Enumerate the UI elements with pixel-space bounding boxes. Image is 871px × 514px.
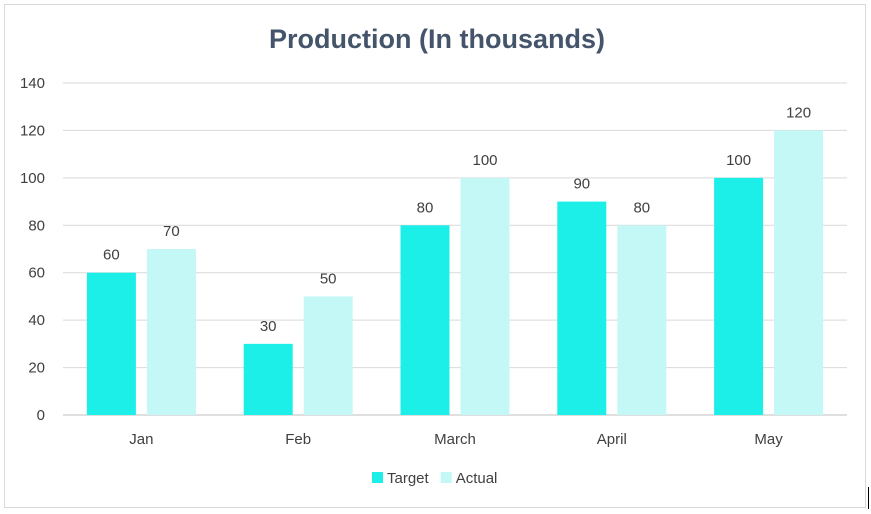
x-category-label: March	[434, 431, 476, 448]
data-label: 100	[726, 152, 751, 169]
data-label: 60	[103, 247, 120, 264]
legend-swatch-actual	[440, 472, 452, 483]
y-tick-label: 80	[28, 217, 45, 234]
y-tick-label: 120	[20, 122, 45, 139]
y-tick-label: 100	[20, 170, 45, 187]
bar-actual-april	[617, 225, 667, 415]
bar-target-march	[400, 225, 450, 415]
legend-label-target: Target	[387, 470, 430, 487]
data-label: 120	[786, 104, 811, 121]
data-label: 70	[163, 223, 180, 240]
bar-target-april	[557, 201, 607, 415]
data-label: 30	[260, 318, 277, 335]
bar-target-jan	[86, 272, 136, 415]
y-tick-label: 40	[28, 312, 45, 329]
bar-actual-feb	[303, 296, 353, 415]
data-label: 80	[417, 199, 434, 216]
x-axis-categories: Jan Feb March April May	[129, 431, 783, 448]
data-label: 90	[573, 176, 590, 193]
bar-target-may	[714, 177, 764, 415]
data-label: 50	[320, 270, 337, 287]
legend: Target Actual	[372, 470, 497, 487]
bar-actual-march	[460, 177, 510, 415]
y-tick-label: 20	[28, 360, 45, 377]
bars	[86, 130, 824, 415]
y-tick-label: 0	[37, 407, 45, 424]
legend-swatch-target	[372, 472, 383, 483]
x-category-label: April	[597, 431, 627, 448]
y-axis-ticks: 0 20 40 60 80 100 120 140	[20, 75, 45, 424]
y-tick-label: 140	[20, 75, 45, 92]
x-category-label: May	[754, 431, 783, 448]
x-category-label: Feb	[285, 431, 311, 448]
edge-mark	[868, 487, 869, 509]
data-label: 100	[472, 152, 497, 169]
chart-title: Production (In thousands)	[269, 24, 605, 54]
bar-actual-jan	[146, 249, 196, 415]
bar-target-feb	[243, 343, 293, 415]
data-label: 80	[633, 199, 650, 216]
bar-actual-may	[774, 130, 824, 415]
data-labels: 60 70 30 50 80 100 90 80 100 120	[103, 104, 811, 334]
legend-label-actual: Actual	[456, 470, 498, 487]
y-tick-label: 60	[28, 265, 45, 282]
x-category-label: Jan	[129, 431, 153, 448]
